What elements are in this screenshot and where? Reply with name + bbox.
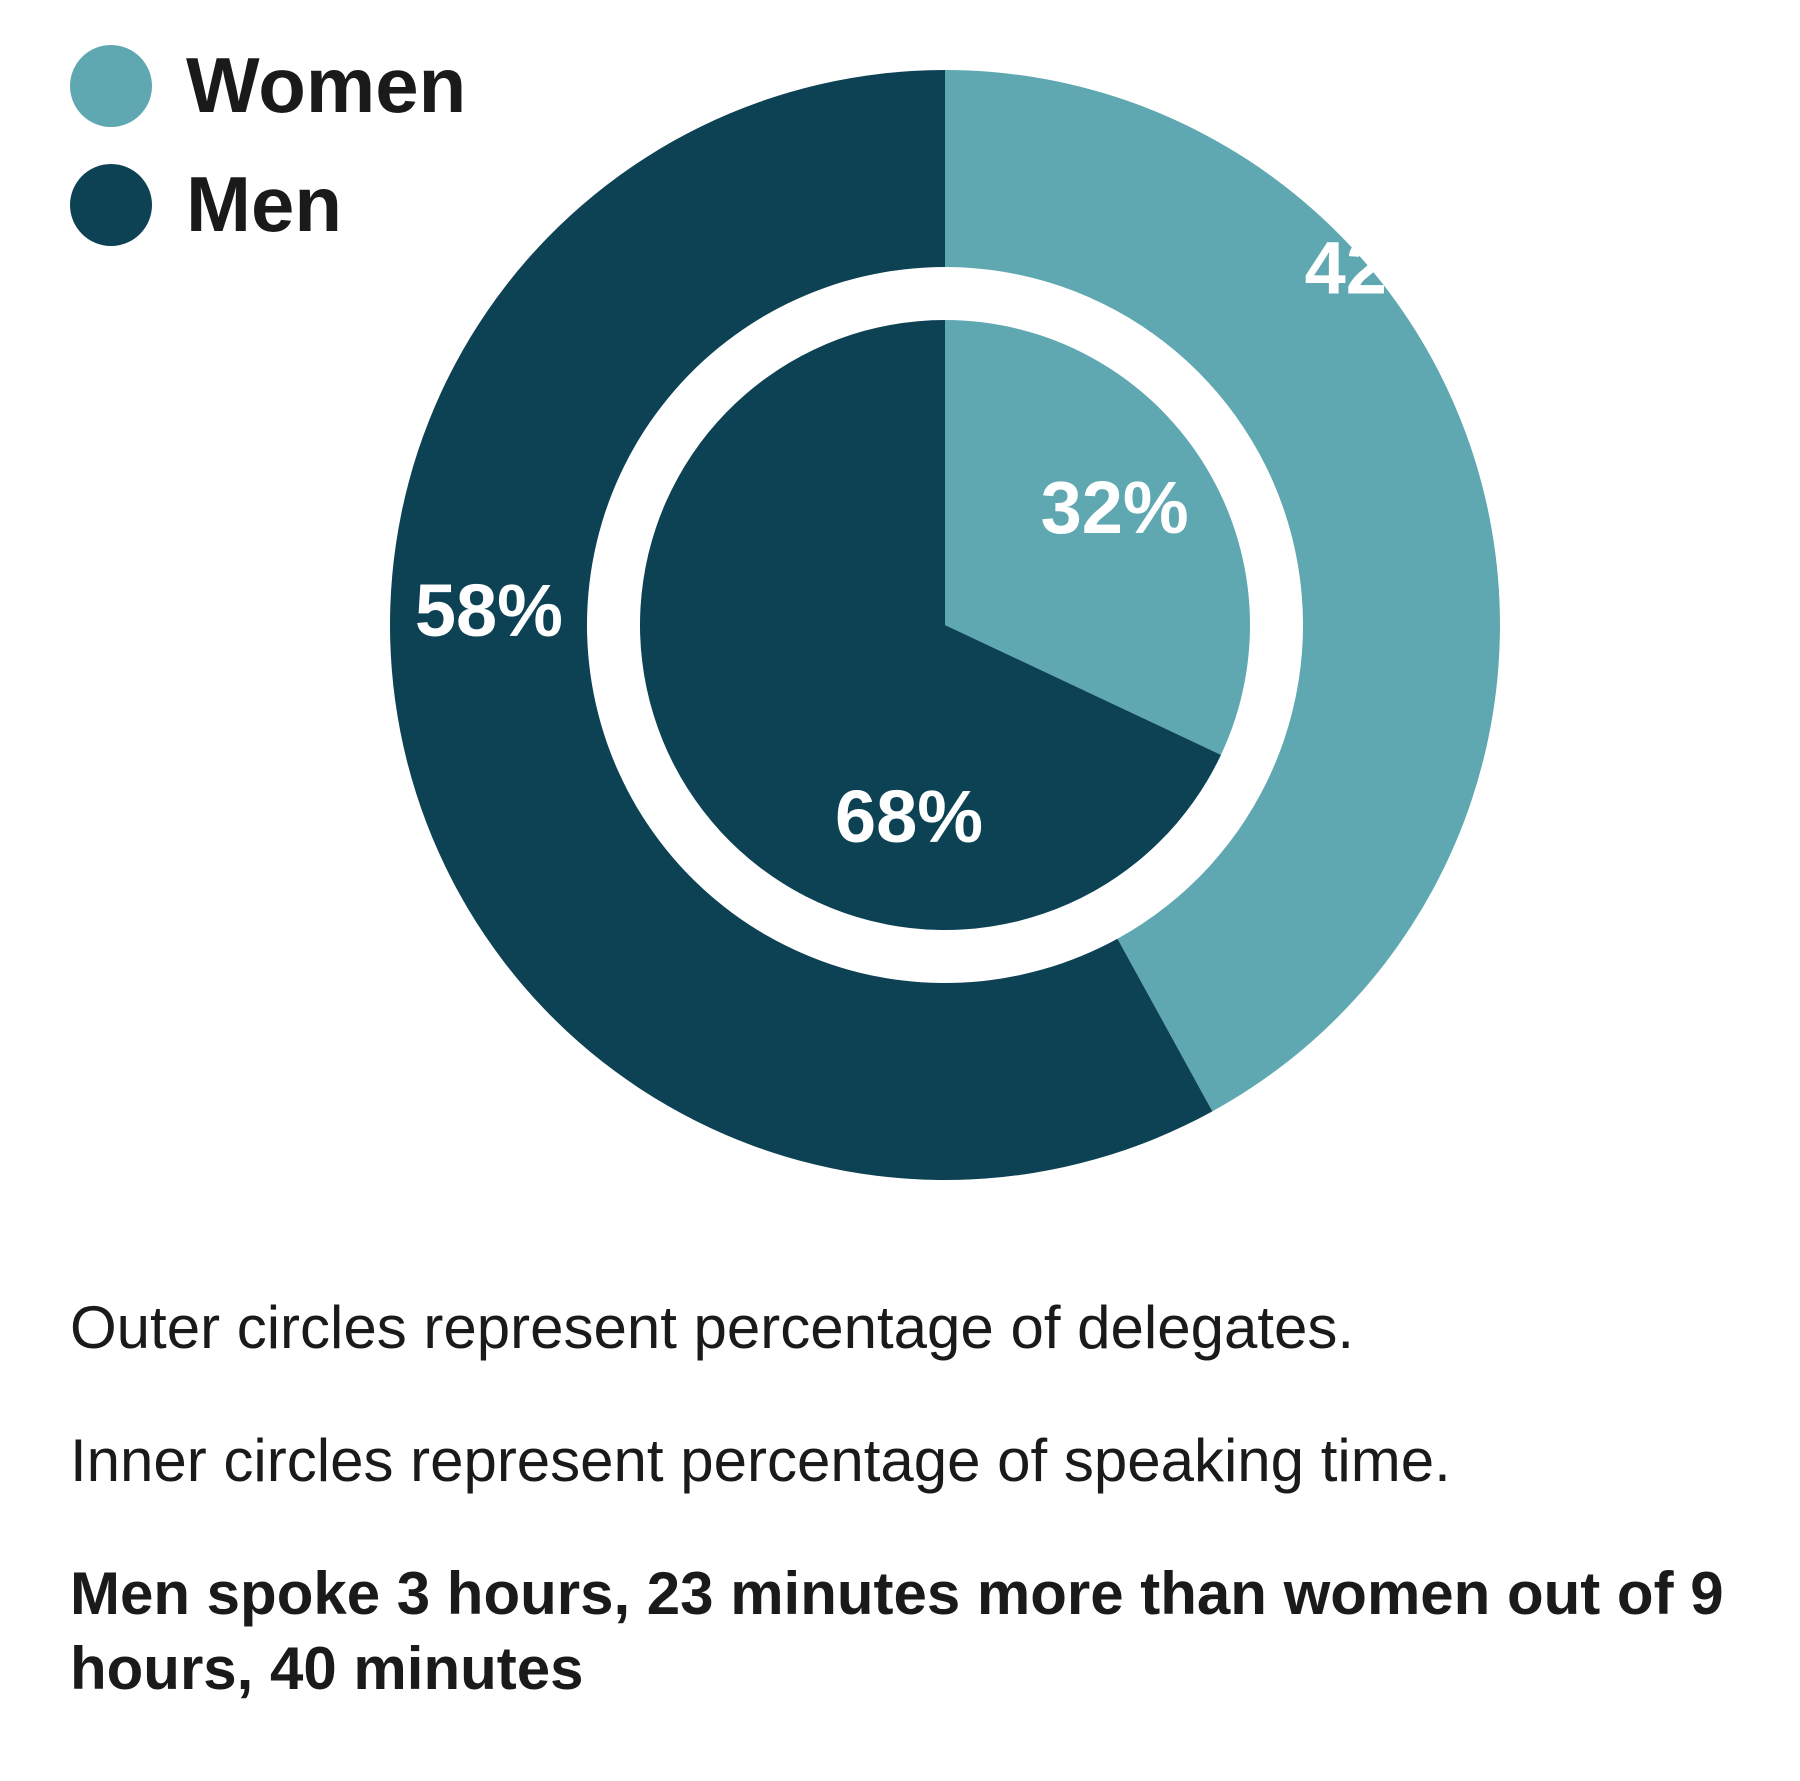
caption-summary: Men spoke 3 hours, 23 minutes more than … [70,1556,1730,1706]
legend-swatch-women [70,45,152,127]
svg-text:68%: 68% [835,775,983,858]
svg-text:58%: 58% [415,569,563,652]
nested-donut-chart: 42% 58% 32% 68% [380,60,1510,1190]
svg-text:32%: 32% [1041,466,1189,549]
legend-label-men: Men [186,159,342,250]
legend-swatch-men [70,164,152,246]
captions: Outer circles represent percentage of de… [70,1290,1730,1706]
caption-inner: Inner circles represent percentage of sp… [70,1423,1730,1498]
caption-outer: Outer circles represent percentage of de… [70,1290,1730,1365]
svg-text:42%: 42% [1305,226,1453,309]
